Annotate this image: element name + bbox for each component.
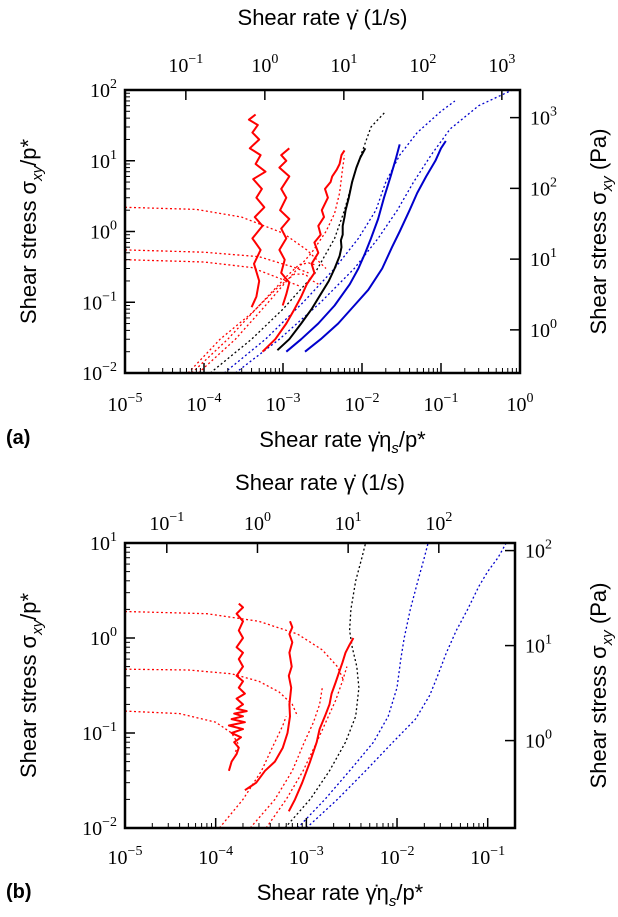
series-line-3 [125,259,300,287]
series-line-1 [191,262,315,373]
top-tick-label: 101 [330,52,357,77]
x-tick-label: 10−2 [345,391,380,416]
x-tick-label: 10−1 [424,391,459,416]
top-tick-label: 100 [251,52,278,77]
top-tick-label: 102 [409,52,436,77]
top-axis-title: Shear rate γ̇ (1/s) [235,470,405,495]
right-tick-label: 102 [525,538,552,563]
series-line-11 [287,637,355,812]
series-line-6 [209,110,387,373]
y-tick-label: 10−2 [82,815,117,840]
right-tick-label: 101 [525,633,552,658]
y-tick-label: 102 [90,77,117,102]
series-line-5 [125,206,327,269]
right-tick-label: 102 [530,175,557,200]
y-tick-label: 10−2 [82,360,117,385]
y-tick-label: 10−1 [82,720,117,745]
panel-tag: (a) [6,427,30,449]
y-tick-label: 10−1 [82,289,117,314]
series-line-2 [197,155,346,373]
series-line-14 [304,140,447,353]
x-tick-label: 10−3 [289,844,324,869]
top-tick-label: 100 [244,510,271,535]
chart-panel-b: 10−5 10−4 10−3 10−2 10−1 10−2 10−1 100 101 10−1 10… [6,470,616,910]
series-line-10 [244,620,294,792]
plot-frame [123,541,517,830]
top-tick-label: 10−1 [168,52,203,77]
x-tick-label: 100 [507,391,534,416]
y-axis-title: Shear stress σxy/p* [16,593,46,779]
series-line-8 [235,90,513,373]
panel-tag: (b) [6,881,32,903]
series-line-1 [249,687,323,828]
series-line-4 [125,249,309,274]
right-tick-label: 100 [525,728,552,753]
y-tick-label: 101 [90,148,117,173]
top-tick-label: 10−1 [149,510,184,535]
top-tick-label: 101 [335,510,362,535]
series-line-9 [227,602,248,772]
plot-frame [123,88,522,375]
chart-panel-a: 10−5 10−4 10−3 10−2 10−1 100 10−2 10−1 100 101 102… [6,5,616,457]
series-line-13 [285,144,401,353]
series-group [125,543,507,828]
y-tick-label: 100 [90,219,117,244]
series-line-5 [125,610,345,682]
y-tick-label: 101 [90,530,117,555]
top-tick-label: 103 [488,52,515,77]
series-line-0 [187,273,319,373]
top-tick-label: 102 [425,510,452,535]
series-line-12 [276,147,367,351]
series-line-7 [297,543,429,828]
series-line-9 [247,113,267,308]
series-line-11 [261,149,346,353]
series-line-8 [305,543,507,828]
series-line-2 [265,666,348,828]
series-line-4 [125,668,299,717]
series-group [125,90,513,373]
x-tick-label: 10−3 [266,391,301,416]
y-axis-title: Shear stress σxy/p* [16,139,46,325]
x-tick-label: 10−1 [470,844,505,869]
x-tick-label: 10−4 [187,391,222,416]
top-axis-title: Shear rate γ̇ (1/s) [238,5,408,30]
right-tick-label: 100 [530,317,557,342]
right-axis-title: Shear stress σxy (Pa) [586,129,616,335]
x-tick-label: 10−5 [108,844,143,869]
x-axis-title: Shear rate γ̇ηs/p* [259,427,426,457]
x-tick-label: 10−4 [198,844,233,869]
y-tick-label: 100 [90,625,117,650]
right-axis-title: Shear stress σxy (Pa) [586,583,616,789]
x-tick-label: 10−5 [108,391,143,416]
right-tick-label: 103 [530,105,557,130]
series-line-10 [278,147,291,306]
series-line-6 [284,543,367,828]
x-axis-title: Shear rate γ̇ηs/p* [257,880,424,910]
x-tick-label: 10−2 [380,844,415,869]
series-line-3 [125,710,240,755]
right-tick-label: 101 [530,246,557,271]
series-line-0 [218,716,287,828]
